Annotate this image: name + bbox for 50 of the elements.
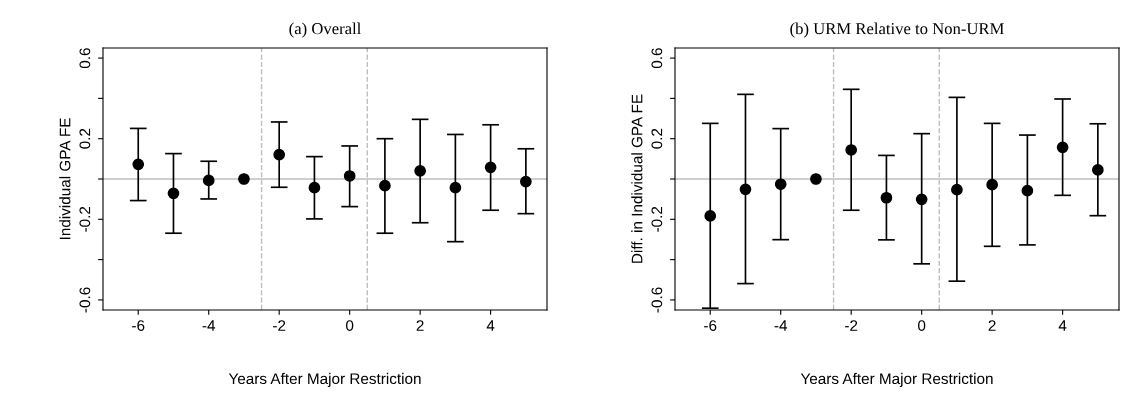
- point: [520, 175, 532, 188]
- point: [379, 179, 391, 192]
- point: [132, 158, 145, 171]
- chart-title: (a) Overall: [289, 22, 361, 38]
- y-tick-label: -0.6: [79, 287, 91, 313]
- point: [880, 191, 893, 204]
- x-axis-title: Years After Major Restriction: [228, 372, 421, 388]
- point: [845, 144, 858, 156]
- x-axis-title: Years After Major Restriction: [800, 372, 993, 388]
- point: [951, 183, 963, 196]
- point: [704, 210, 717, 222]
- point: [1092, 164, 1104, 176]
- x-tick-label: -6: [704, 320, 717, 331]
- point: [414, 165, 426, 177]
- y-tick-label: 0.6: [79, 48, 91, 69]
- x-tick-label: 2: [416, 320, 424, 331]
- x-tick-label: -2: [273, 320, 286, 331]
- point: [308, 181, 321, 194]
- x-tick-label: 4: [1058, 320, 1067, 331]
- y-tick-label: 0.2: [79, 128, 91, 149]
- y-axis-title: Diff. in Individual GPA FE: [631, 94, 643, 263]
- x-tick-label: 4: [486, 320, 495, 331]
- point: [774, 178, 787, 191]
- point: [986, 178, 998, 191]
- y-tick-label: 0.6: [651, 48, 663, 69]
- point: [484, 161, 497, 174]
- point: [449, 181, 462, 194]
- x-tick-label: -4: [202, 320, 216, 331]
- x-tick-label: 2: [988, 320, 996, 331]
- point: [238, 173, 250, 185]
- point: [202, 174, 215, 187]
- point: [739, 183, 752, 196]
- y-tick-label: -0.2: [79, 206, 91, 232]
- y-tick-label: -0.6: [651, 287, 663, 313]
- point: [273, 148, 286, 161]
- x-tick-label: -4: [774, 320, 788, 331]
- point: [810, 173, 822, 185]
- x-tick-label: 0: [346, 320, 354, 331]
- point: [1056, 141, 1069, 154]
- x-tick-label: 0: [918, 320, 926, 331]
- y-tick-label: 0.2: [651, 128, 663, 149]
- point: [343, 170, 356, 182]
- x-tick-label: -6: [132, 320, 145, 331]
- y-tick-label: -0.2: [651, 206, 663, 232]
- chart-title: (b) URM Relative to Non-URM: [790, 22, 1004, 38]
- y-axis-title: Individual GPA FE: [59, 118, 71, 240]
- point: [1021, 184, 1034, 197]
- x-tick-label: -2: [845, 320, 858, 331]
- point: [167, 187, 180, 200]
- point: [915, 193, 928, 206]
